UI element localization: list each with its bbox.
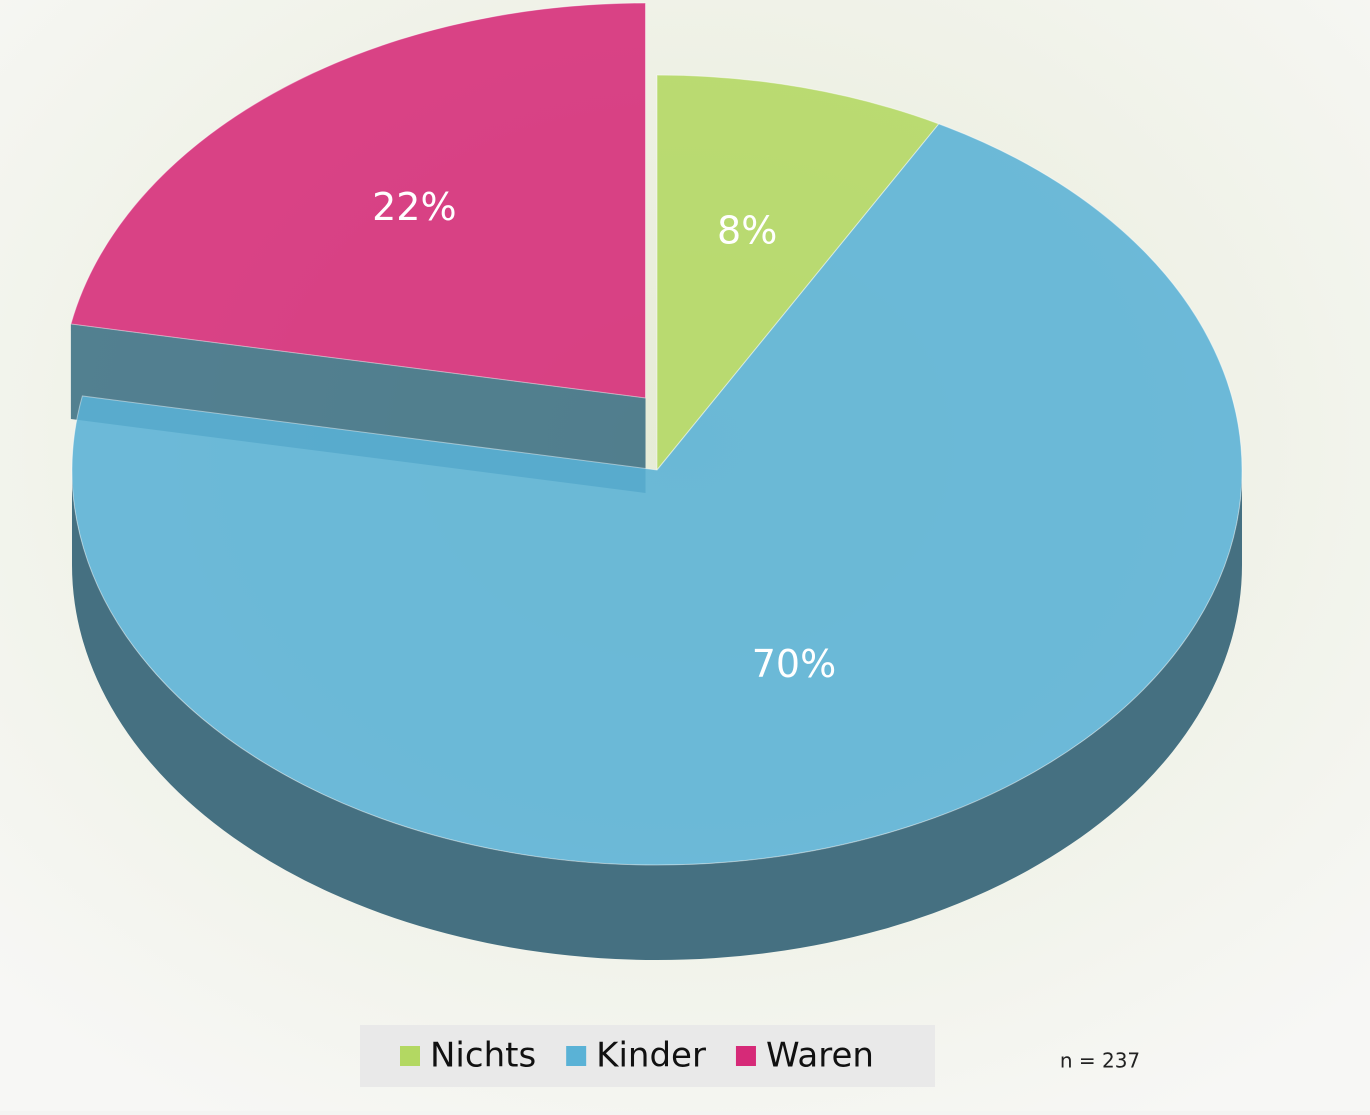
annotation: n = 237: [1060, 1049, 1140, 1073]
legend-swatch: [566, 1046, 586, 1066]
page: {"chart_data": {"type": "pie", "categori…: [0, 0, 1370, 1111]
legend-label: Kinder: [596, 1036, 706, 1076]
legend-label: Waren: [766, 1036, 874, 1076]
data-label: 8%: [717, 208, 777, 252]
legend-swatch: [736, 1046, 756, 1066]
chart: 8% 70% 22% Nichts Kinder Waren n = 237: [0, 0, 1370, 1111]
legend-label: Nichts: [430, 1036, 536, 1076]
legend: Nichts Kinder Waren: [400, 1036, 874, 1076]
legend-swatch: [400, 1046, 420, 1066]
data-label: 22%: [372, 185, 456, 229]
data-label: 70%: [752, 642, 836, 686]
